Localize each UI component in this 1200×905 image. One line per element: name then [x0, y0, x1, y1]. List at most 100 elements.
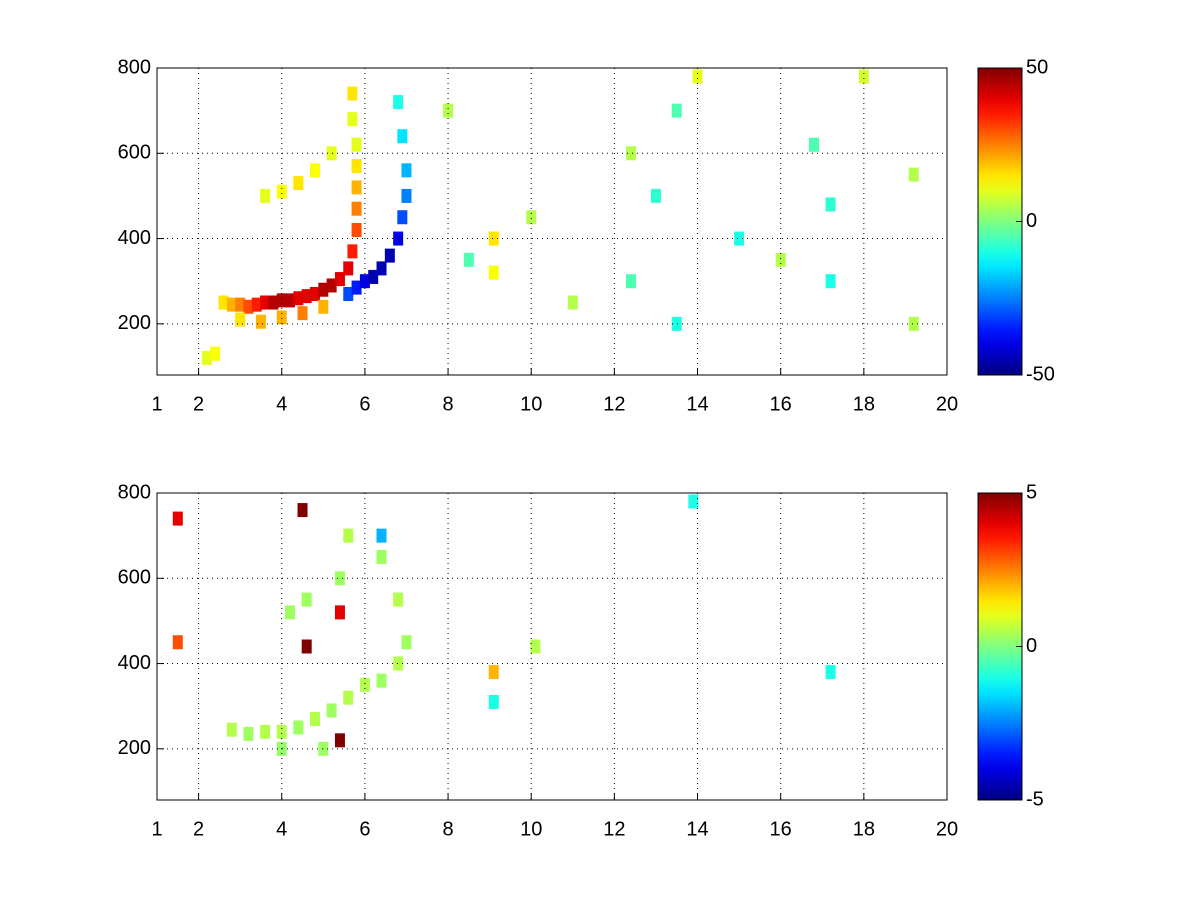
heat-cell: [293, 720, 304, 735]
x-tick-label: 2: [193, 818, 204, 840]
heat-cell: [359, 677, 370, 692]
x-tick-label: 14: [686, 393, 708, 415]
heat-cell: [276, 724, 287, 739]
heat-cell: [775, 252, 786, 267]
heat-cell: [347, 86, 358, 101]
heat-cell: [334, 571, 345, 586]
heat-cell: [172, 635, 183, 650]
heat-cell: [825, 197, 836, 212]
heat-cell: [384, 248, 395, 263]
heat-cell: [326, 146, 337, 161]
heat-cell: [393, 592, 404, 607]
y-tick-label: 800: [118, 56, 151, 78]
heat-cell: [260, 188, 271, 203]
colorbar-label: 0: [1026, 210, 1037, 232]
heat-cell: [692, 69, 703, 84]
heat-cell: [301, 289, 312, 304]
heat-cell: [318, 282, 329, 297]
heat-cell: [397, 129, 408, 144]
x-tick-label: 1: [151, 393, 162, 415]
y-tick-label: 400: [118, 227, 151, 249]
heat-cell: [201, 350, 212, 365]
heat-cell: [243, 299, 254, 314]
y-tick-label: 200: [118, 312, 151, 334]
heat-cell: [210, 346, 221, 361]
heat-cell: [326, 703, 337, 718]
heat-cell: [393, 231, 404, 246]
heat-cell: [376, 673, 387, 688]
heat-cell: [351, 201, 362, 216]
colorbar-label: 5: [1026, 481, 1037, 503]
heat-cell: [293, 176, 304, 191]
heat-cell: [376, 549, 387, 564]
heat-cell: [218, 295, 229, 310]
heat-cell: [318, 299, 329, 314]
axes-box: [156, 67, 948, 376]
heat-cell: [530, 639, 541, 654]
heat-cell: [401, 188, 412, 203]
heat-cell: [650, 188, 661, 203]
heat-cell: [393, 656, 404, 671]
heat-cell: [488, 265, 499, 280]
heat-cell: [260, 295, 271, 310]
heat-cell: [276, 293, 287, 308]
heat-cell: [226, 722, 237, 737]
x-tick-label: 4: [276, 393, 287, 415]
heat-cell: [326, 278, 337, 293]
x-tick-label: 8: [442, 818, 453, 840]
heat-cell: [260, 724, 271, 739]
colorbar-label: -5: [1026, 788, 1044, 810]
y-tick-label: 600: [118, 567, 151, 589]
heat-cell: [908, 316, 919, 331]
heat-cell: [825, 274, 836, 289]
x-tick-label: 12: [603, 818, 625, 840]
plot-area: [157, 68, 947, 375]
heat-cell: [526, 210, 537, 225]
heat-cell: [808, 137, 819, 152]
axes-box: [156, 492, 948, 801]
heat-cell: [276, 310, 287, 325]
x-tick-label: 10: [520, 393, 542, 415]
heat-cell: [443, 103, 454, 118]
x-tick-label: 4: [276, 818, 287, 840]
heat-cell: [285, 293, 296, 308]
x-tick-label: 1: [151, 818, 162, 840]
heat-cell: [235, 312, 246, 327]
heat-cell: [488, 665, 499, 680]
heat-cell: [310, 286, 320, 301]
heat-cell: [488, 231, 499, 246]
x-tick-label: 8: [442, 393, 453, 415]
heat-cell: [318, 741, 329, 756]
heat-cell: [351, 280, 362, 295]
x-tick-label: 16: [770, 818, 792, 840]
heat-cell: [359, 274, 370, 289]
heat-cell: [172, 511, 183, 526]
heat-cell: [347, 244, 358, 259]
heat-cell: [671, 103, 682, 118]
heat-cell: [376, 528, 387, 543]
heat-cell: [393, 95, 404, 110]
heat-cell: [334, 733, 345, 748]
heat-cell: [488, 694, 499, 709]
heat-cell: [268, 295, 279, 310]
heat-cell: [301, 592, 312, 607]
heat-cell: [368, 269, 379, 284]
heat-cell: [401, 635, 412, 650]
heat-cell: [334, 605, 345, 620]
heat-cell: [226, 297, 237, 312]
x-tick-label: 16: [770, 393, 792, 415]
colorbar: [977, 492, 1023, 801]
x-tick-label: 14: [686, 818, 708, 840]
heat-cell: [376, 261, 387, 276]
heat-cell: [626, 274, 636, 289]
heat-cell: [688, 494, 699, 509]
x-tick-label: 2: [193, 393, 204, 415]
heat-cell: [351, 137, 362, 152]
plot-area: [157, 493, 947, 800]
heat-cell: [343, 528, 354, 543]
heat-cell: [734, 231, 745, 246]
heat-cell: [671, 316, 682, 331]
heat-cell: [858, 69, 869, 84]
y-tick-label: 800: [118, 481, 151, 503]
